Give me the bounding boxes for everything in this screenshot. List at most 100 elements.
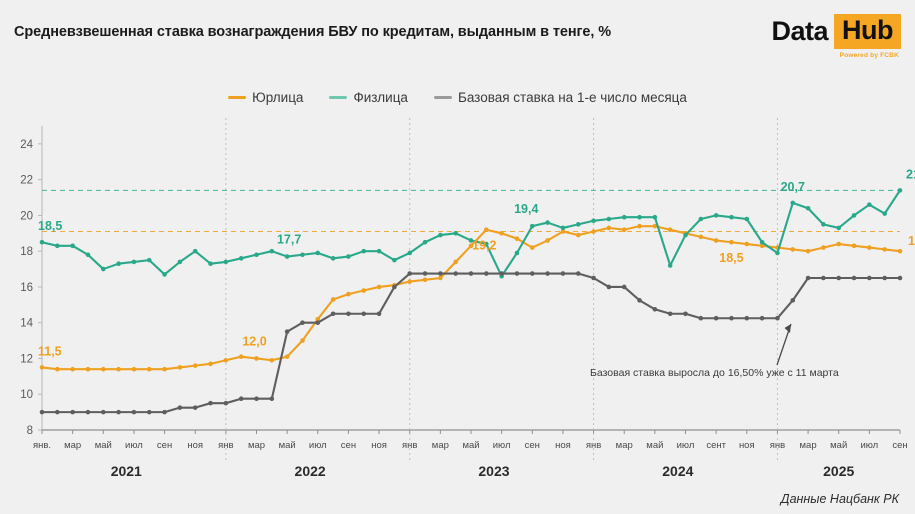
legend-label-base-rate: Базовая ставка на 1-е число месяца bbox=[457, 90, 687, 105]
data-point bbox=[821, 245, 826, 250]
data-point bbox=[346, 254, 351, 259]
data-point bbox=[851, 275, 857, 281]
data-label: 19,2 bbox=[472, 239, 496, 253]
data-point bbox=[867, 245, 872, 250]
data-point bbox=[606, 225, 612, 231]
data-label: 18,5 bbox=[719, 251, 743, 265]
data-point bbox=[238, 396, 244, 402]
data-point bbox=[55, 409, 60, 415]
data-point bbox=[698, 216, 704, 222]
x-tick-label: май bbox=[462, 440, 479, 451]
y-tick-label: 18 bbox=[20, 246, 33, 258]
data-point bbox=[407, 271, 413, 276]
logo-word-hub: Hub bbox=[834, 14, 901, 49]
page-title: Средневзвешенная ставка вознаграждения Б… bbox=[14, 24, 612, 40]
data-label: 11,5 bbox=[38, 344, 62, 358]
data-point bbox=[560, 229, 566, 234]
data-point bbox=[39, 365, 45, 370]
legend-item-base-rate[interactable]: Базовая ставка на 1-е число месяца bbox=[433, 90, 687, 105]
data-point bbox=[55, 366, 60, 372]
data-point bbox=[652, 214, 658, 220]
data-point bbox=[667, 263, 673, 268]
data-point bbox=[575, 222, 581, 227]
data-point bbox=[116, 261, 121, 266]
data-point bbox=[851, 213, 857, 218]
data-point bbox=[744, 241, 750, 247]
data-point bbox=[744, 315, 750, 321]
x-tick-label: янв. bbox=[33, 440, 51, 451]
legend-item-fizlica[interactable]: Физлица bbox=[329, 90, 408, 105]
data-point bbox=[254, 396, 259, 402]
data-point bbox=[422, 239, 428, 245]
data-point bbox=[805, 248, 811, 254]
data-point bbox=[407, 250, 413, 256]
data-point bbox=[713, 213, 719, 218]
y-tick-label: 14 bbox=[20, 318, 33, 330]
data-point bbox=[192, 363, 198, 368]
data-point bbox=[361, 311, 367, 317]
data-point bbox=[192, 405, 198, 410]
data-point bbox=[637, 214, 642, 220]
data-point bbox=[867, 202, 872, 207]
legend-item-yurlica[interactable]: Юрлица bbox=[228, 90, 303, 105]
data-point bbox=[438, 275, 443, 281]
x-tick-label: ноя bbox=[739, 440, 755, 451]
legend-swatch-teal bbox=[329, 96, 348, 99]
data-point bbox=[376, 248, 382, 254]
data-point bbox=[836, 225, 842, 231]
data-point bbox=[269, 357, 275, 363]
data-point bbox=[729, 239, 734, 245]
data-point bbox=[836, 241, 842, 247]
y-tick-label: 10 bbox=[20, 389, 33, 401]
data-point bbox=[85, 366, 91, 372]
data-point bbox=[882, 247, 887, 252]
x-tick-label: янв bbox=[586, 440, 601, 451]
data-point bbox=[591, 229, 596, 234]
x-tick-label: ноя bbox=[187, 440, 203, 451]
data-point bbox=[208, 261, 213, 266]
data-point bbox=[882, 211, 887, 216]
data-point bbox=[85, 409, 91, 415]
data-point bbox=[882, 275, 887, 281]
data-point bbox=[775, 250, 780, 256]
data-point bbox=[499, 271, 504, 276]
data-point bbox=[729, 315, 734, 321]
data-point bbox=[376, 311, 382, 317]
data-point bbox=[162, 366, 167, 372]
data-point bbox=[851, 243, 857, 249]
data-label: 17,7 bbox=[277, 233, 301, 247]
data-point bbox=[637, 223, 642, 229]
data-point bbox=[529, 271, 535, 276]
data-point bbox=[70, 409, 75, 415]
data-point bbox=[821, 275, 826, 281]
data-point bbox=[514, 236, 520, 241]
data-point bbox=[100, 366, 106, 372]
data-point bbox=[514, 250, 520, 256]
data-point bbox=[759, 315, 765, 321]
data-point bbox=[438, 271, 443, 276]
data-point bbox=[790, 200, 796, 206]
data-point bbox=[821, 222, 826, 227]
data-point bbox=[146, 257, 152, 263]
x-tick-label: янв bbox=[770, 440, 785, 451]
y-tick-label: 16 bbox=[20, 282, 33, 294]
data-point bbox=[55, 243, 60, 249]
data-point bbox=[438, 232, 443, 238]
data-point bbox=[300, 320, 305, 326]
y-tick-label: 20 bbox=[20, 210, 33, 222]
data-point bbox=[177, 365, 183, 370]
data-point bbox=[315, 250, 321, 256]
data-point bbox=[545, 238, 550, 243]
data-point bbox=[897, 248, 903, 254]
data-point bbox=[208, 361, 213, 367]
data-point bbox=[790, 247, 796, 252]
data-point bbox=[300, 338, 305, 343]
data-label: 21,4 bbox=[906, 167, 915, 181]
data-point bbox=[560, 225, 566, 231]
data-point bbox=[698, 315, 704, 321]
data-point bbox=[376, 284, 382, 290]
data-point bbox=[330, 297, 336, 302]
data-point bbox=[775, 315, 780, 321]
data-point bbox=[177, 405, 183, 410]
